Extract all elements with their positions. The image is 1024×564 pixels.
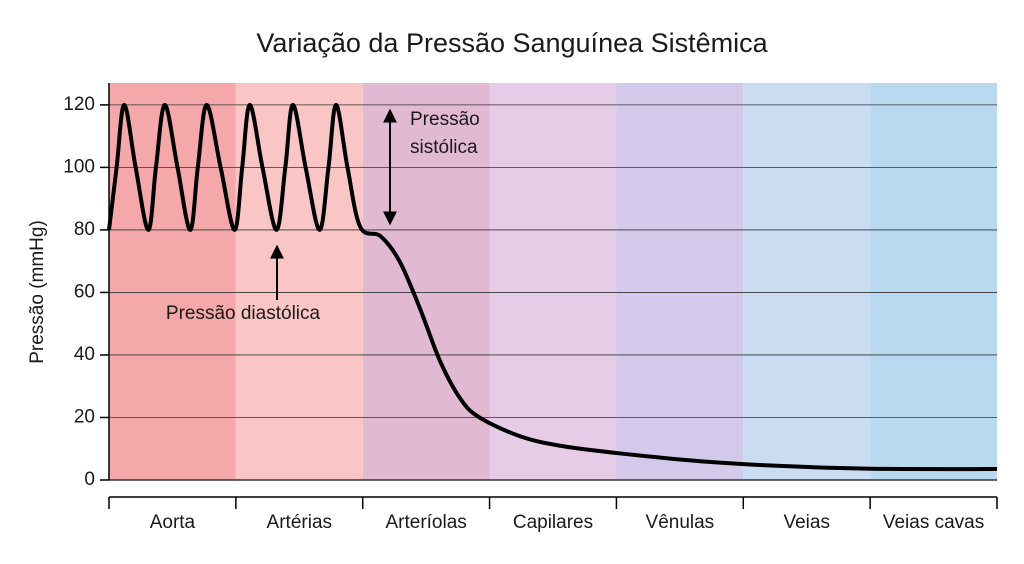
category-band xyxy=(743,83,871,480)
annotation: Pressão xyxy=(410,109,480,130)
category-band xyxy=(616,83,744,480)
annotation: Pressão diastólica xyxy=(166,303,321,324)
x-tick-label: Capilares xyxy=(513,512,593,533)
x-tick-label: Aorta xyxy=(150,512,196,533)
x-tick-label: Veias xyxy=(783,512,829,533)
category-band xyxy=(235,83,363,480)
y-tick-label: 60 xyxy=(74,281,95,302)
category-band xyxy=(870,83,997,480)
x-tick-label: Artérias xyxy=(267,512,332,533)
annotation: sistólica xyxy=(410,137,478,158)
y-tick-label: 80 xyxy=(74,219,95,240)
y-tick-label: 120 xyxy=(63,94,95,115)
chart-title: Variação da Pressão Sanguínea Sistêmica xyxy=(256,28,768,58)
x-tick-label: Vênulas xyxy=(646,512,715,533)
y-tick-label: 0 xyxy=(84,469,95,490)
x-tick-label: Arteríolas xyxy=(385,512,466,533)
y-tick-label: 100 xyxy=(63,156,95,177)
y-axis-label: Pressão (mmHg) xyxy=(27,220,48,364)
x-tick-label: Veias cavas xyxy=(883,512,984,533)
pressure-line xyxy=(107,102,998,472)
category-band xyxy=(489,83,617,480)
y-tick-label: 40 xyxy=(74,344,95,365)
y-tick-label: 20 xyxy=(74,406,95,427)
